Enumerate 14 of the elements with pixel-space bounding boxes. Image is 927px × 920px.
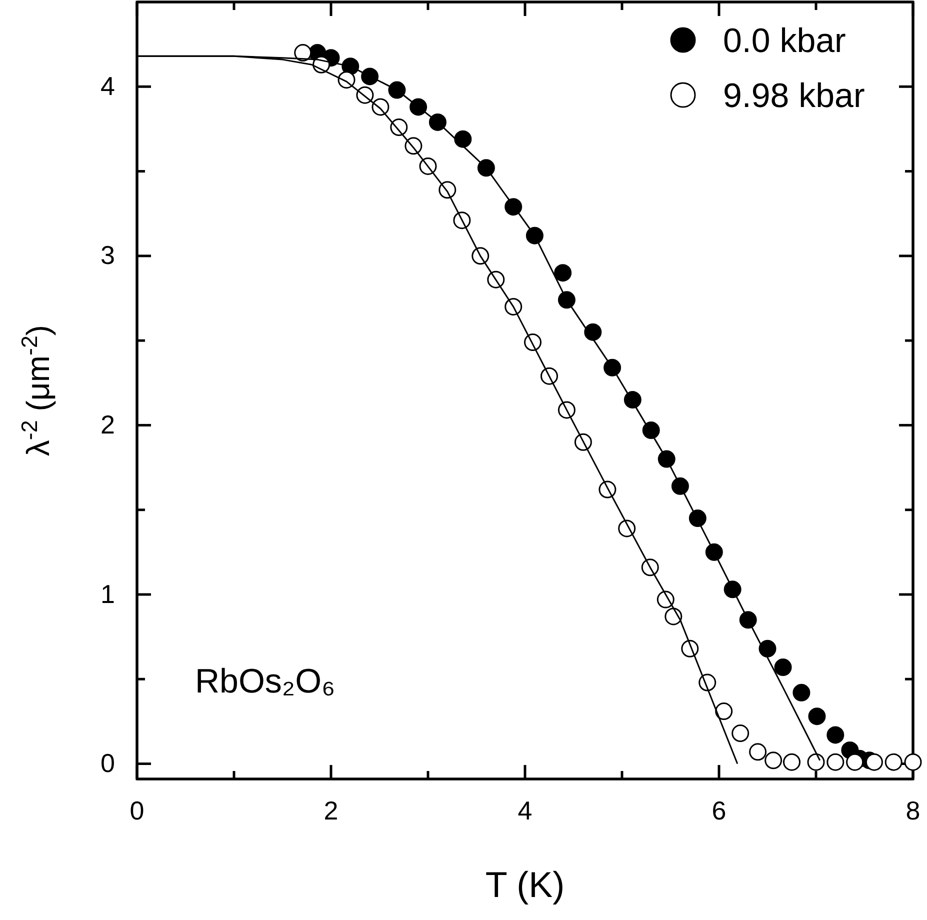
legend-label: 9.98 kbar <box>723 77 865 115</box>
x-tick-label: 4 <box>518 795 532 826</box>
y-tick-label: 0 <box>100 748 115 778</box>
annotation: RbOs₂O₆ <box>195 662 336 701</box>
y-tick-label: 2 <box>100 410 115 440</box>
x-tick-label: 0 <box>130 795 144 826</box>
x-tick-label: 8 <box>906 795 920 826</box>
y-tick-label: 1 <box>100 578 115 609</box>
legend-label: 0.0 kbar <box>723 22 846 60</box>
y-tick-label: 4 <box>100 70 115 101</box>
x-tick-label: 2 <box>324 795 338 826</box>
x-axis-title: T (K) <box>485 864 565 905</box>
y-tick-label: 3 <box>100 240 115 270</box>
x-tick-label: 6 <box>712 795 726 826</box>
